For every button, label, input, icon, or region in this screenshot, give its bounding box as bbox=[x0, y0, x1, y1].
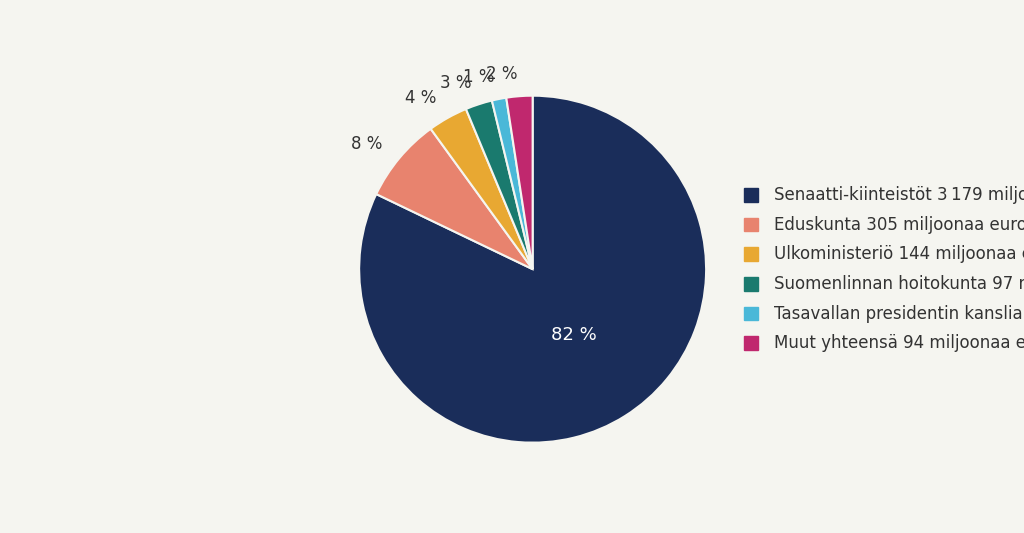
Text: 3 %: 3 % bbox=[440, 74, 472, 92]
Wedge shape bbox=[431, 109, 532, 269]
Wedge shape bbox=[376, 129, 532, 269]
Wedge shape bbox=[466, 101, 532, 269]
Text: 4 %: 4 % bbox=[406, 89, 436, 107]
Text: 82 %: 82 % bbox=[551, 326, 597, 344]
Text: 1 %: 1 % bbox=[463, 68, 495, 86]
Wedge shape bbox=[506, 96, 532, 269]
Legend: Senaatti-kiinteistöt 3 179 miljoonaa euroa, Eduskunta 305 miljoonaa euroa, Ulkom: Senaatti-kiinteistöt 3 179 miljoonaa eur… bbox=[736, 177, 1024, 361]
Text: 2 %: 2 % bbox=[486, 64, 518, 83]
Wedge shape bbox=[492, 98, 532, 269]
Text: 8 %: 8 % bbox=[350, 135, 382, 152]
Wedge shape bbox=[359, 96, 707, 442]
